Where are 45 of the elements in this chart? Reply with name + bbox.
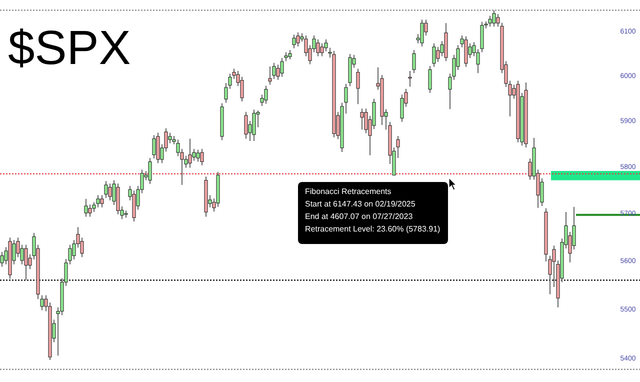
annotation: End at 4607.07 on 07/27/2023 xyxy=(305,212,414,221)
text: $SPX xyxy=(8,22,131,75)
candlestick xyxy=(320,42,324,57)
candlestick xyxy=(96,194,100,208)
candlestick xyxy=(188,138,192,168)
annotation: Retracement Level: 23.60% (5783.91) xyxy=(305,224,441,234)
candlestick xyxy=(168,132,172,144)
candlestick xyxy=(292,34,296,49)
annotation: Start at 6147.43 on 02/19/2025 xyxy=(305,200,416,208)
candlestick xyxy=(420,19,424,47)
candlestick xyxy=(464,36,468,68)
candlestick xyxy=(316,38,320,57)
candlestick xyxy=(100,194,104,208)
candlestick xyxy=(148,158,152,184)
candlestick xyxy=(280,58,284,78)
candlestick xyxy=(200,148,204,166)
candlestick xyxy=(108,183,112,201)
candlestick xyxy=(24,244,28,280)
candlestick xyxy=(408,70,412,88)
candlestick xyxy=(356,68,360,105)
candlestick xyxy=(412,50,416,74)
candlestick xyxy=(88,204,92,218)
candlestick xyxy=(324,38,328,52)
candlestick xyxy=(104,180,108,198)
candlestick xyxy=(288,50,292,60)
candlestick xyxy=(432,42,436,68)
candlestick xyxy=(0,251,4,268)
candlestick xyxy=(488,15,492,28)
candlestick xyxy=(360,108,364,130)
candlestick xyxy=(132,190,136,222)
candlestick xyxy=(244,111,248,140)
candlestick xyxy=(428,66,432,94)
candlestick xyxy=(40,294,44,311)
annotation: Fibonacci Retracements xyxy=(305,187,392,196)
candlestick xyxy=(196,149,200,162)
candlestick xyxy=(156,132,160,164)
candlestick xyxy=(152,134,156,159)
candlestick xyxy=(252,109,256,142)
candlestick xyxy=(268,66,272,86)
candlestick xyxy=(296,32,300,47)
candlestick xyxy=(492,10,496,28)
candlestick xyxy=(116,183,120,215)
candlestick xyxy=(84,198,88,218)
candlestick xyxy=(264,85,268,104)
candlestick xyxy=(480,21,484,53)
